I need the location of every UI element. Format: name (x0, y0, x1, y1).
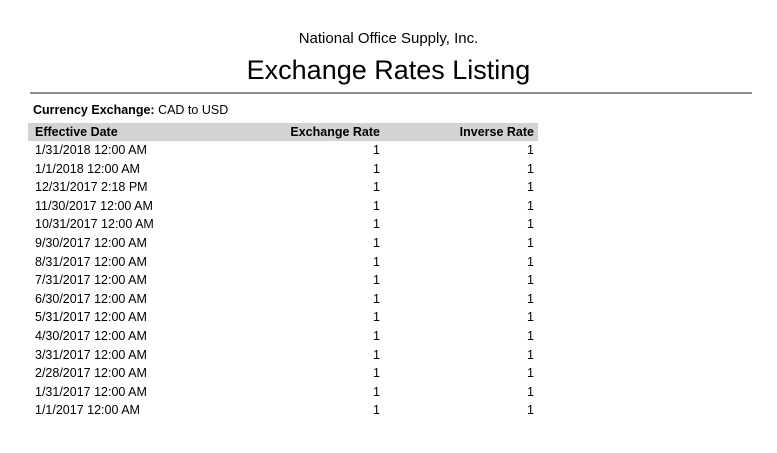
table-row: 2/28/2017 12:00 AM 1 1 (28, 364, 538, 383)
inverse-rate-cell: 1 (527, 161, 534, 176)
exchange-rate-cell: 1 (373, 384, 380, 399)
effective-date-cell: 2/28/2017 12:00 AM (35, 366, 147, 381)
effective-date-cell: 9/30/2017 12:00 AM (35, 235, 147, 250)
effective-date-cell: 11/30/2017 12:00 AM (35, 198, 153, 213)
table-row: 3/31/2017 12:00 AM 1 1 (28, 346, 538, 365)
exchange-rate-cell: 1 (373, 254, 380, 269)
effective-date-cell: 12/31/2017 2:18 PM (35, 180, 148, 195)
inverse-rate-cell: 1 (527, 180, 534, 195)
effective-date-cell: 1/31/2018 12:00 AM (35, 143, 147, 157)
effective-date-cell: 1/1/2017 12:00 AM (35, 403, 140, 418)
table-row: 5/31/2017 12:00 AM 1 1 (28, 308, 538, 327)
inverse-rate-cell: 1 (527, 254, 534, 269)
exchange-rate-cell: 1 (373, 180, 380, 195)
table-row: 1/1/2018 12:00 AM 1 1 (28, 160, 538, 179)
effective-date-cell: 7/31/2017 12:00 AM (35, 273, 147, 288)
exchange-rate-cell: 1 (373, 235, 380, 250)
exchange-rate-cell: 1 (373, 217, 380, 232)
title-divider (30, 92, 752, 94)
exchange-rate-cell: 1 (373, 366, 380, 381)
rates-table-body: 1/31/2018 12:00 AM 1 1 1/1/2018 12:00 AM… (28, 141, 538, 420)
column-header-inverse-rate: Inverse Rate (384, 123, 538, 141)
column-header-effective-date: Effective Date (28, 123, 250, 141)
inverse-rate-cell: 1 (527, 235, 534, 250)
table-row: 7/31/2017 12:00 AM 1 1 (28, 271, 538, 290)
effective-date-cell: 5/31/2017 12:00 AM (35, 310, 147, 325)
effective-date-cell: 6/30/2017 12:00 AM (35, 291, 147, 306)
table-header: Effective Date Exchange Rate Inverse Rat… (28, 123, 538, 141)
currency-exchange-value: CAD to USD (158, 103, 229, 117)
inverse-rate-cell: 1 (527, 347, 534, 362)
table-header-row: Effective Date Exchange Rate Inverse Rat… (28, 123, 538, 141)
exchange-rate-cell: 1 (373, 143, 380, 157)
effective-date-cell: 1/31/2017 12:00 AM (35, 384, 147, 399)
currency-exchange-line: Currency Exchange: CAD to USD (33, 103, 777, 117)
inverse-rate-cell: 1 (527, 328, 534, 343)
inverse-rate-cell: 1 (527, 198, 534, 213)
table-row: 8/31/2017 12:00 AM 1 1 (28, 253, 538, 272)
table-row: 12/31/2017 2:18 PM 1 1 (28, 178, 538, 197)
effective-date-cell: 3/31/2017 12:00 AM (35, 347, 147, 362)
table-row: 1/1/2017 12:00 AM 1 1 (28, 401, 538, 420)
currency-exchange-label: Currency Exchange: (33, 103, 155, 117)
exchange-rate-cell: 1 (373, 291, 380, 306)
company-name: National Office Supply, Inc. (298, 30, 479, 47)
exchange-rate-cell: 1 (373, 198, 380, 213)
table-row: 1/31/2017 12:00 AM 1 1 (28, 383, 538, 402)
column-header-exchange-rate: Exchange Rate (250, 123, 384, 141)
inverse-rate-cell: 1 (527, 384, 534, 399)
inverse-rate-cell: 1 (527, 143, 534, 157)
inverse-rate-cell: 1 (527, 273, 534, 288)
effective-date-cell: 10/31/2017 12:00 AM (35, 217, 154, 232)
table-row: 9/30/2017 12:00 AM 1 1 (28, 234, 538, 253)
inverse-rate-cell: 1 (527, 310, 534, 325)
effective-date-cell: 4/30/2017 12:00 AM (35, 328, 147, 343)
inverse-rate-cell: 1 (527, 217, 534, 232)
effective-date-cell: 8/31/2017 12:00 AM (35, 254, 147, 269)
table-row: 1/31/2018 12:00 AM 1 1 (28, 141, 538, 160)
inverse-rate-cell: 1 (527, 403, 534, 418)
inverse-rate-cell: 1 (527, 366, 534, 381)
exchange-rates-table: Effective Date Exchange Rate Inverse Rat… (28, 123, 538, 420)
exchange-rate-cell: 1 (373, 273, 380, 288)
inverse-rate-cell: 1 (527, 291, 534, 306)
table-row: 11/30/2017 12:00 AM 1 1 (28, 197, 538, 216)
table-row: 6/30/2017 12:00 AM 1 1 (28, 290, 538, 309)
table-row: 10/31/2017 12:00 AM 1 1 (28, 215, 538, 234)
table-row: 4/30/2017 12:00 AM 1 1 (28, 327, 538, 346)
exchange-rate-cell: 1 (373, 161, 380, 176)
exchange-rate-cell: 1 (373, 328, 380, 343)
effective-date-cell: 1/1/2018 12:00 AM (35, 161, 140, 176)
exchange-rate-cell: 1 (373, 403, 380, 418)
page-title: Exchange Rates Listing (246, 55, 531, 85)
exchange-rate-cell: 1 (373, 310, 380, 325)
exchange-rate-cell: 1 (373, 347, 380, 362)
